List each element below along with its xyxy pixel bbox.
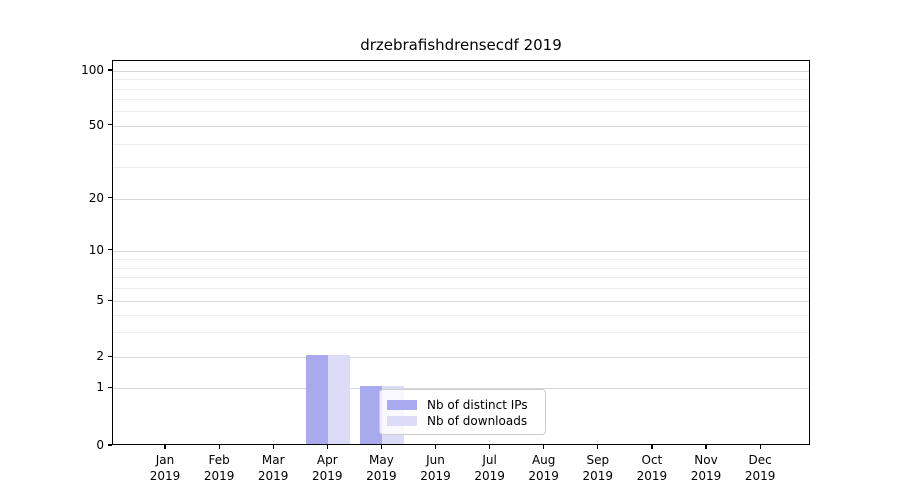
x-tick-mark <box>543 445 545 449</box>
x-axis-tick-label: Aug 2019 <box>528 453 559 483</box>
y-axis-tick-label: 50 <box>88 117 104 132</box>
x-axis-tick-label: Oct 2019 <box>636 453 668 483</box>
y-tick-mark <box>108 248 112 251</box>
legend-entry: Nb of distinct IPs <box>387 397 537 412</box>
y-tick-mark <box>108 197 112 199</box>
x-axis-tick-label: Nov 2019 <box>690 453 722 483</box>
y-axis-tick-label: 20 <box>88 190 104 205</box>
legend: Nb of distinct IPs Nb of downloads <box>379 389 546 435</box>
x-tick-mark <box>705 445 707 449</box>
gridline-minor <box>113 166 809 168</box>
x-axis-tick-label: Sep 2019 <box>582 453 614 483</box>
legend-swatch-icon <box>387 399 417 410</box>
x-axis-tick-label: Feb 2019 <box>203 453 235 483</box>
gridline-minor <box>113 277 809 279</box>
legend-label: Nb of distinct IPs <box>427 397 528 412</box>
plot-area: Nb of distinct IPs Nb of downloads <box>112 60 810 445</box>
bar-nb-of-downloads <box>328 355 351 444</box>
gridline-minor <box>113 98 809 100</box>
x-axis-tick-label: Dec 2019 <box>744 453 776 483</box>
x-tick-mark <box>489 445 491 449</box>
gridline-minor <box>113 258 809 260</box>
y-tick-mark <box>108 299 112 302</box>
gridline-minor <box>113 332 809 334</box>
x-axis-tick-label: Jul 2019 <box>474 453 505 483</box>
gridline-minor <box>113 110 809 112</box>
y-axis-tick-label: 5 <box>96 293 104 308</box>
gridline-minor <box>113 315 809 317</box>
gridline-major <box>113 71 809 72</box>
x-tick-mark <box>272 445 274 449</box>
x-tick-mark <box>651 445 653 449</box>
gridline-major <box>113 198 809 200</box>
x-axis-tick-label: May 2019 <box>366 453 397 483</box>
y-tick-mark <box>108 355 112 357</box>
x-axis-tick-label: Apr 2019 <box>312 453 343 483</box>
y-axis-tick-label: 2 <box>96 349 104 364</box>
gridline-minor <box>113 78 809 80</box>
x-axis-tick-label: Mar 2019 <box>257 453 289 483</box>
gridline-minor <box>113 267 809 269</box>
legend-label: Nb of downloads <box>427 413 528 428</box>
y-tick-mark <box>108 444 112 446</box>
x-tick-mark <box>759 445 761 449</box>
y-tick-mark <box>108 386 112 388</box>
x-tick-mark <box>218 445 220 449</box>
y-axis-tick-label: 1 <box>96 380 104 395</box>
gridline-major <box>113 125 809 127</box>
y-tick-mark <box>108 69 112 71</box>
legend-entry: Nb of downloads <box>387 413 537 428</box>
gridline-minor <box>113 288 809 290</box>
chart-title: drzebrafishdrensecdf 2019 <box>360 36 562 54</box>
y-axis-tick-label: 100 <box>81 63 104 77</box>
gridline-major <box>113 388 809 390</box>
y-axis-tick-label: 0 <box>96 438 104 452</box>
x-tick-mark <box>326 445 328 449</box>
y-tick-mark <box>108 124 112 126</box>
x-tick-mark <box>434 445 437 449</box>
gridline-major <box>113 301 809 303</box>
gridline-minor <box>113 143 809 145</box>
x-tick-mark <box>597 445 599 449</box>
bar-nb-of-distinct-ips <box>306 355 329 444</box>
gridline-major <box>113 250 809 252</box>
x-tick-mark <box>380 445 383 449</box>
gridline-major <box>113 357 809 359</box>
legend-swatch-icon <box>387 415 417 426</box>
gridline-minor <box>113 88 809 90</box>
x-axis-tick-label: Jan 2019 <box>149 453 181 483</box>
x-axis-tick-label: Jun 2019 <box>420 453 451 483</box>
y-axis-tick-label: 10 <box>88 242 104 257</box>
x-tick-mark <box>164 445 166 449</box>
bar-nb-of-distinct-ips <box>360 386 383 444</box>
